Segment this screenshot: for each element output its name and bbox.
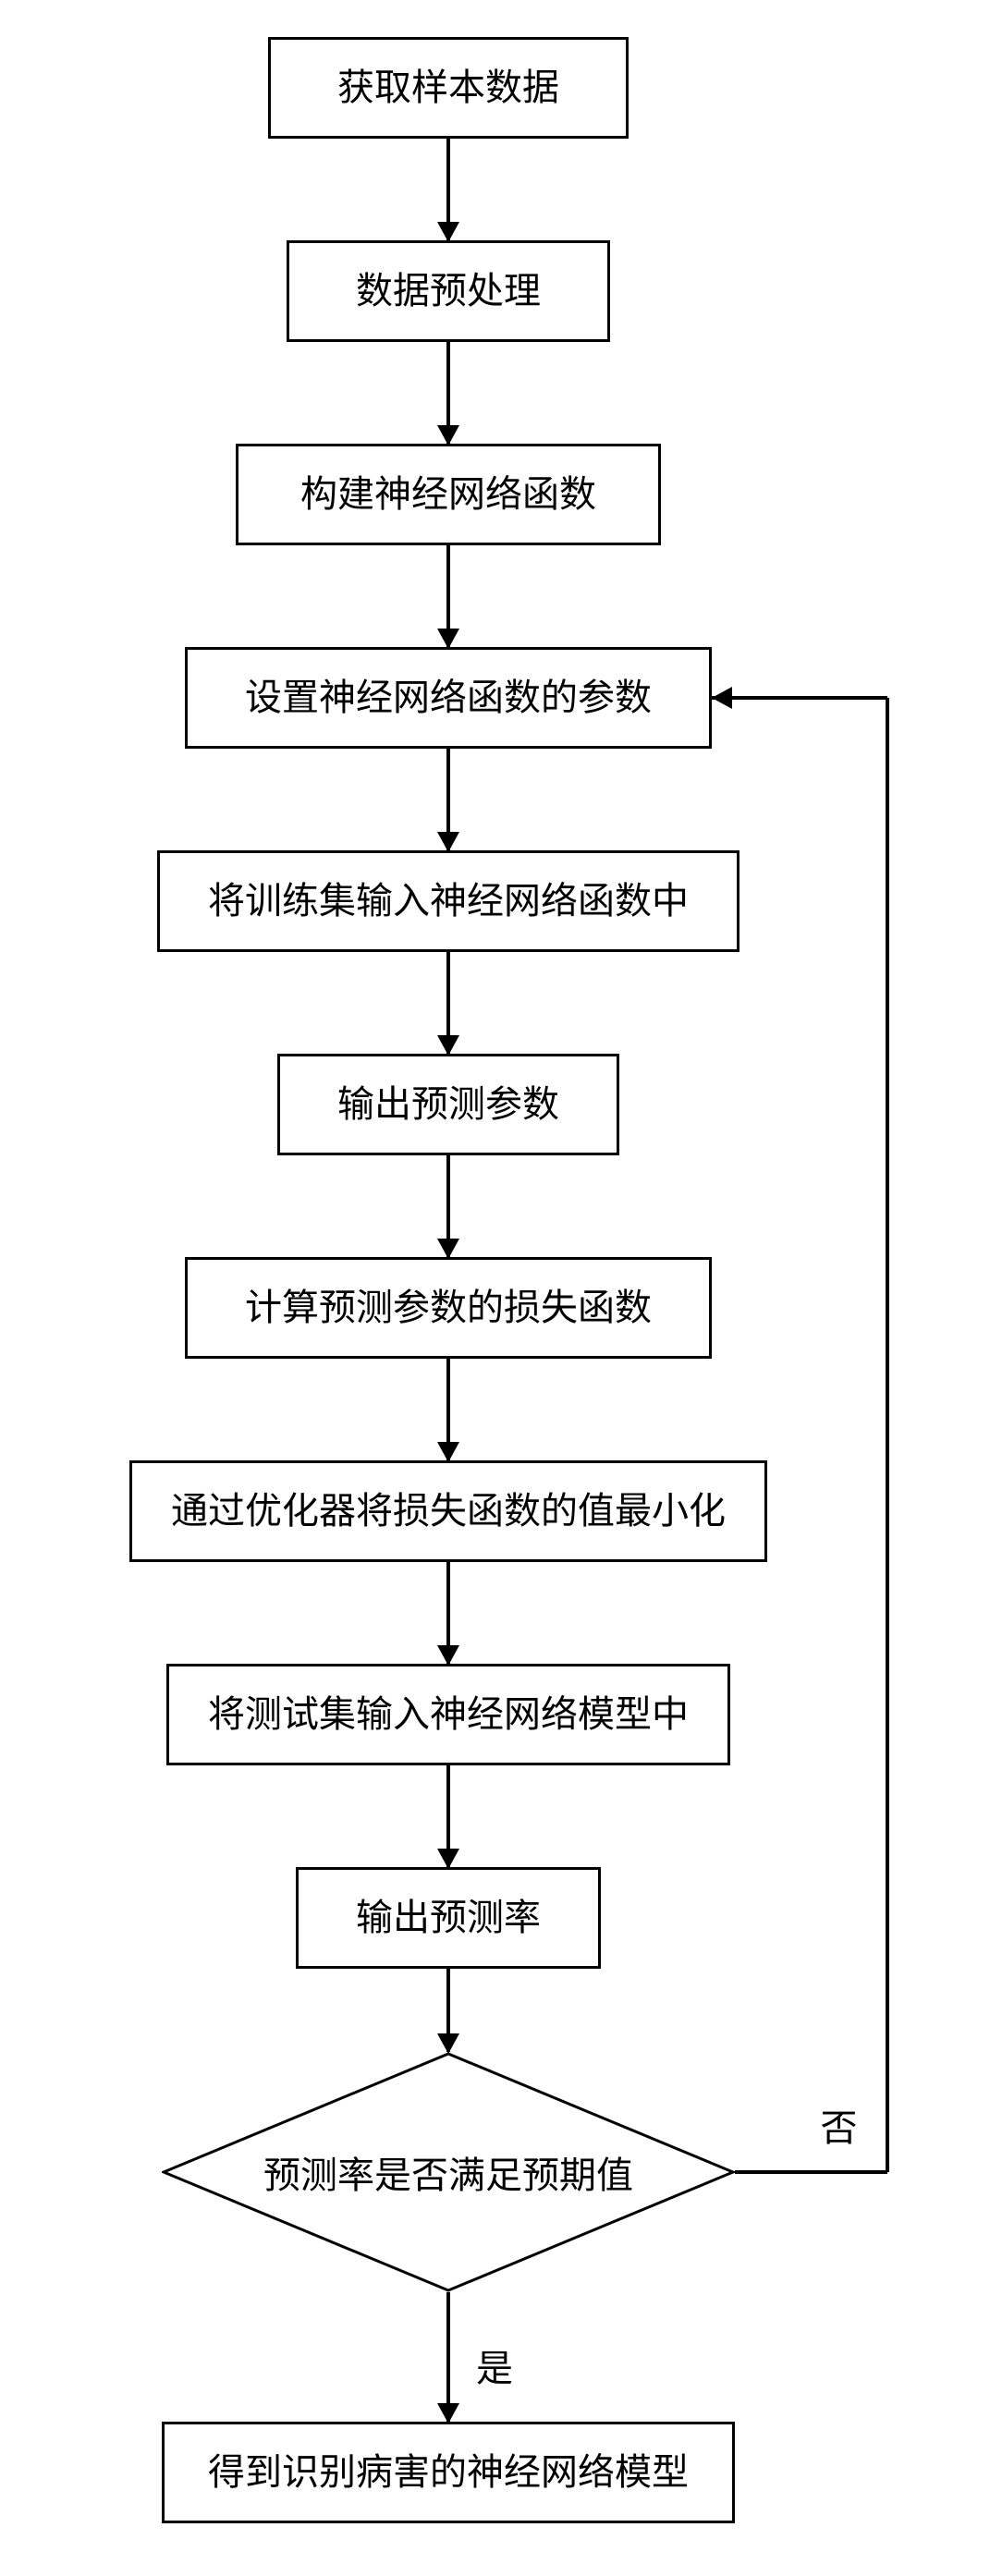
flow-node-n10: 输出预测率: [296, 1867, 601, 1969]
flow-node-n5: 将训练集输入神经网络函数中: [157, 850, 739, 952]
flow-node-n6: 输出预测参数: [277, 1054, 619, 1155]
arrow-left-icon: [712, 687, 732, 709]
edge-label: 否: [821, 2098, 858, 2152]
flow-node-n2: 数据预处理: [287, 240, 610, 342]
arrow-down-icon: [437, 222, 459, 242]
arrow-down-icon: [437, 2033, 459, 2054]
arrow-down-icon: [437, 832, 459, 852]
arrow-down-icon: [437, 629, 459, 649]
flow-node-n12: 得到识别病害的神经网络模型: [162, 2422, 735, 2523]
arrow-down-icon: [437, 2403, 459, 2423]
flow-decision-n11: 预测率是否满足预期值: [162, 2052, 735, 2292]
edge-segment: [735, 2170, 887, 2174]
arrow-down-icon: [437, 1849, 459, 1869]
flow-decision-label: 预测率是否满足预期值: [263, 2145, 633, 2199]
edge-segment: [712, 696, 887, 700]
flow-node-n3: 构建神经网络函数: [236, 444, 661, 545]
edge-segment: [886, 698, 889, 2172]
arrow-down-icon: [437, 425, 459, 446]
flow-node-n4: 设置神经网络函数的参数: [185, 647, 712, 749]
flow-node-n9: 将测试集输入神经网络模型中: [166, 1664, 730, 1765]
edge-segment: [446, 2292, 450, 2422]
flow-node-n1: 获取样本数据: [268, 37, 629, 139]
arrow-down-icon: [437, 1645, 459, 1666]
flow-node-n8: 通过优化器将损失函数的值最小化: [129, 1460, 767, 1562]
arrow-down-icon: [437, 1442, 459, 1462]
flowchart-canvas: 获取样本数据数据预处理构建神经网络函数设置神经网络函数的参数将训练集输入神经网络…: [0, 0, 990, 2576]
arrow-down-icon: [437, 1239, 459, 1259]
edge-label: 是: [476, 2338, 513, 2392]
arrow-down-icon: [437, 1035, 459, 1056]
flow-node-n7: 计算预测参数的损失函数: [185, 1257, 712, 1359]
